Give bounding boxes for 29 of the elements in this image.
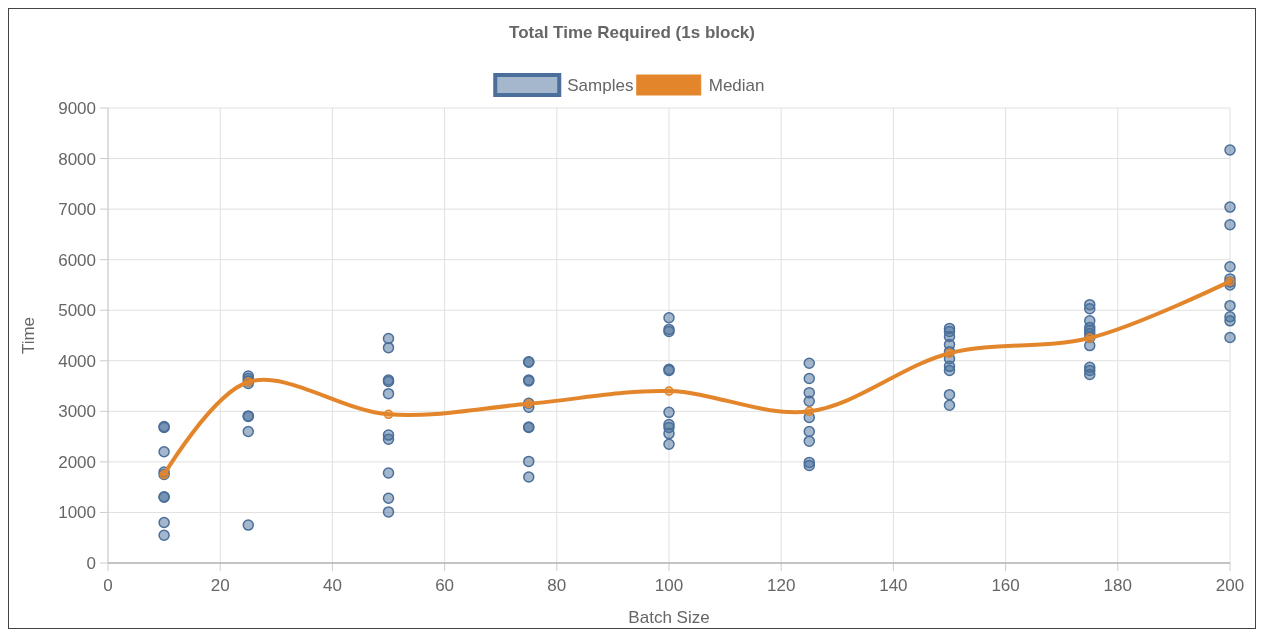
x-tick-label: 20 bbox=[210, 576, 230, 595]
x-tick-label: 200 bbox=[1215, 576, 1245, 595]
x-axis-title: Batch Size bbox=[628, 608, 710, 627]
chart-title: Total Time Required (1s block) bbox=[509, 23, 755, 42]
x-tick-label: 120 bbox=[767, 576, 796, 595]
x-tick-label: 40 bbox=[322, 576, 342, 595]
x-tick-label: 60 bbox=[435, 576, 455, 595]
y-tick-label: 2000 bbox=[58, 452, 96, 472]
x-tick-label: 140 bbox=[879, 576, 908, 595]
y-tick-label: 7000 bbox=[58, 200, 96, 220]
y-tick-label: 9000 bbox=[58, 99, 96, 118]
y-tick-label: 4000 bbox=[58, 351, 96, 371]
y-tick-label: 8000 bbox=[58, 149, 96, 169]
legend-label: Median bbox=[708, 76, 765, 95]
legend-label: Samples bbox=[567, 76, 634, 95]
y-tick-label: 3000 bbox=[58, 402, 96, 422]
x-tick-label: 0 bbox=[103, 576, 113, 595]
y-tick-label: 1000 bbox=[58, 503, 96, 523]
point bbox=[383, 409, 394, 420]
x-tick-label: 160 bbox=[991, 576, 1020, 595]
point bbox=[664, 386, 674, 396]
y-tick-label: 0 bbox=[86, 554, 96, 573]
x-tick-label: 100 bbox=[654, 576, 684, 595]
y-axis-title: Time bbox=[19, 316, 38, 355]
y-tick-label: 6000 bbox=[58, 250, 96, 270]
x-tick-label: 80 bbox=[547, 576, 567, 595]
y-tick-label: 5000 bbox=[58, 301, 96, 321]
x-tick-label: 180 bbox=[1103, 576, 1132, 595]
point bbox=[804, 406, 814, 417]
